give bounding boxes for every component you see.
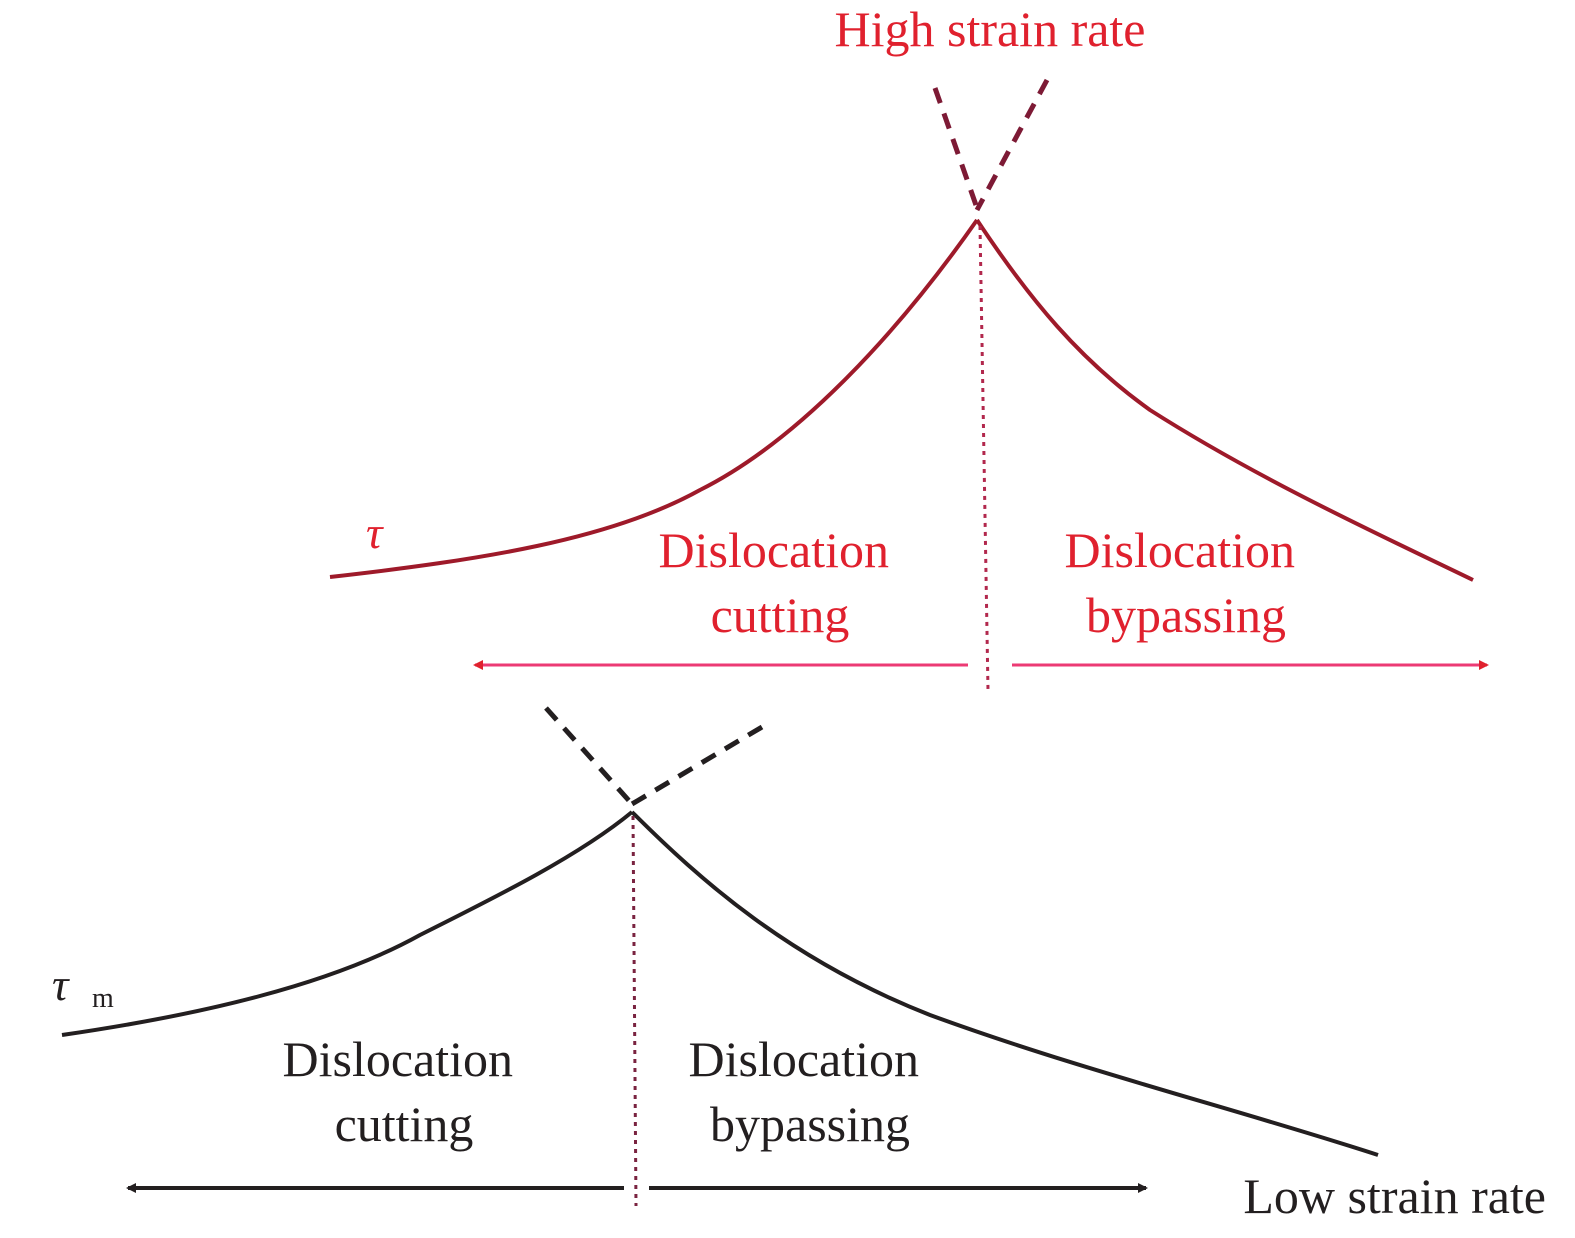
high-bypassing-curve	[975, 218, 1474, 582]
high-cutting-label: Dislocation cutting	[658, 522, 901, 643]
high-tau-symbol: τ	[366, 507, 384, 558]
high-cutting-curve	[329, 218, 979, 579]
low-strain-rate-panel: τ m Dislocation cutting Dislocation bypa…	[52, 706, 1546, 1224]
low-tau-symbol: τ	[52, 959, 70, 1010]
low-cutting-extension-dashed	[544, 706, 634, 806]
low-cutting-label: Dislocation cutting	[282, 1031, 525, 1152]
low-bypassing-curve	[630, 810, 1379, 1157]
low-cutting-curve	[61, 810, 634, 1037]
low-transition-divider	[631, 815, 638, 1207]
low-tau-subscript: m	[92, 983, 114, 1014]
high-bypassing-extension-dashed	[974, 78, 1050, 212]
low-bypassing-label: Dislocation bypassing	[688, 1031, 931, 1152]
high-transition-divider	[978, 225, 990, 691]
low-strain-rate-title: Low strain rate	[1243, 1168, 1546, 1224]
high-strain-rate-title: High strain rate	[834, 1, 1145, 57]
high-strain-rate-panel: High strain rate τ Dislocation cutting D…	[329, 1, 1489, 691]
high-bypassing-label: Dislocation bypassing	[1064, 522, 1307, 643]
high-cutting-extension-dashed	[932, 87, 980, 209]
low-bypassing-extension-dashed	[630, 724, 764, 807]
